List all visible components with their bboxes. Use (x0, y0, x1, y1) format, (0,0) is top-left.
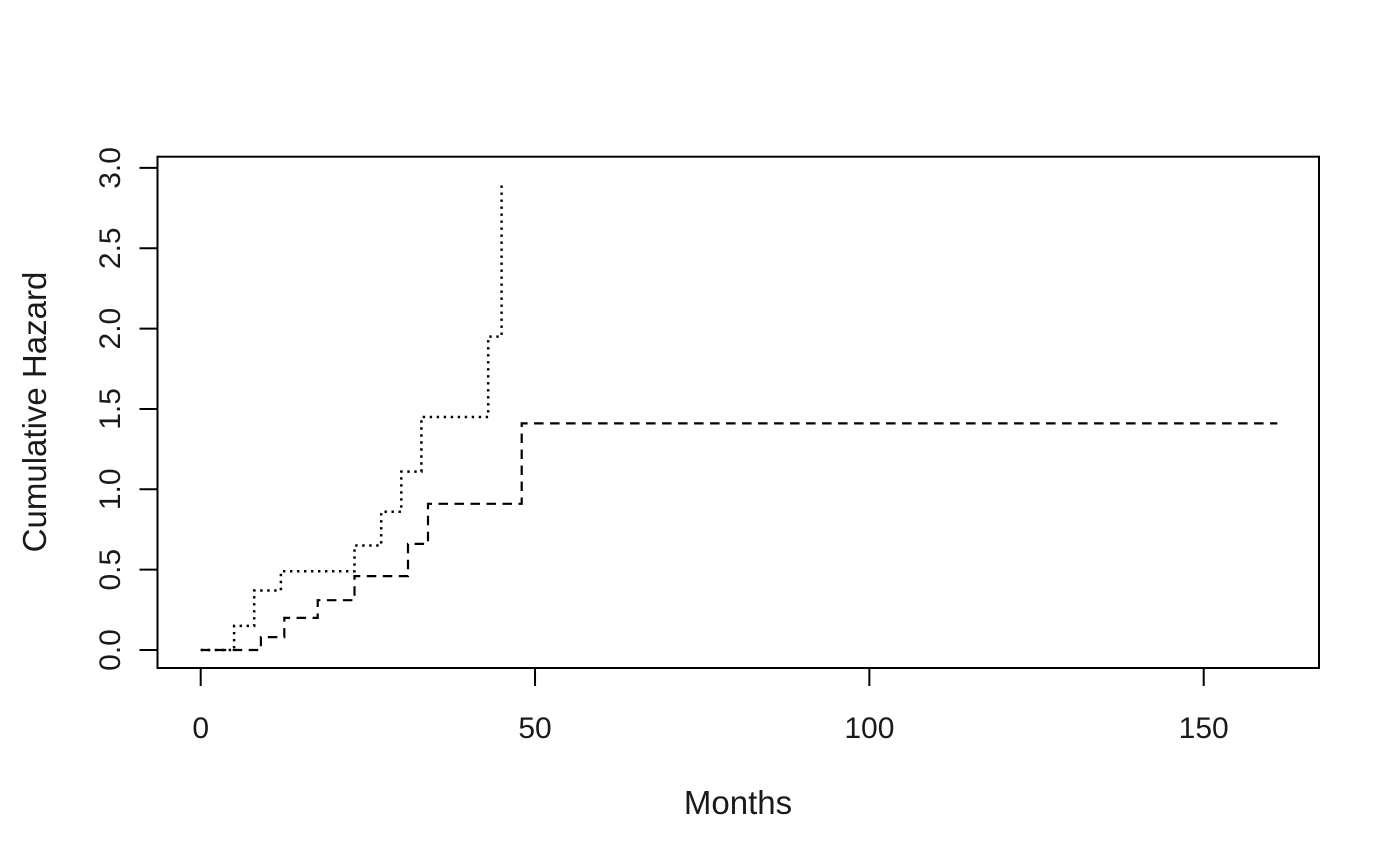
y-tick-label: 2.0 (94, 308, 127, 350)
x-axis-title: Months (684, 784, 792, 821)
x-tick-label: 150 (1179, 712, 1229, 745)
y-tick-label: 0.0 (94, 629, 127, 671)
x-axis-ticks (199, 668, 1205, 686)
hazard-step-curves (200, 182, 1278, 652)
y-axis-tick-labels: 0.0 0.5 1.0 1.5 2.0 2.5 3.0 (94, 147, 127, 671)
x-tick-label: 50 (518, 712, 551, 745)
plot-border-box (156, 155, 1320, 669)
y-tick-label: 1.5 (94, 388, 127, 430)
y-tick-label: 2.5 (94, 227, 127, 269)
hazard-curve-dashed (200, 422, 1278, 652)
y-tick-label: 3.0 (94, 147, 127, 189)
x-axis-tick-labels: 0 50 100 150 (192, 712, 1228, 745)
hazard-curve-dotted (200, 182, 503, 652)
y-axis-ticks (139, 166, 158, 651)
y-tick-label: 0.5 (94, 549, 127, 591)
y-axis-title: Cumulative Hazard (16, 272, 53, 553)
x-tick-label: 100 (844, 712, 894, 745)
y-tick-label: 1.0 (94, 468, 127, 510)
x-tick-label: 0 (192, 712, 209, 745)
